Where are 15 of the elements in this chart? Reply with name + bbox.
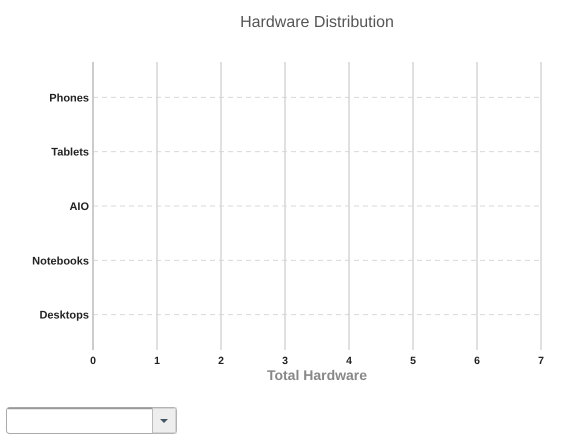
- y-tick-label: Tablets: [51, 146, 89, 159]
- x-tick-label: 3: [282, 355, 288, 367]
- y-tick-label: Phones: [49, 92, 89, 104]
- x-tick-label: 1: [154, 355, 160, 367]
- y-tick-label: AIO: [69, 201, 90, 213]
- x-tick-label: 6: [474, 355, 480, 367]
- x-tick-label: 7: [538, 355, 544, 367]
- x-tick-label: 2: [218, 355, 224, 367]
- y-tick-label: Notebooks: [32, 255, 89, 268]
- x-tick-label: 0: [90, 355, 96, 367]
- x-axis-title: Total Hardware: [266, 367, 368, 383]
- chart-title: Hardware Distribution: [240, 14, 394, 31]
- y-tick-label: Desktops: [39, 310, 89, 322]
- x-tick-label: 4: [346, 355, 352, 367]
- x-tick-label: 5: [410, 355, 416, 367]
